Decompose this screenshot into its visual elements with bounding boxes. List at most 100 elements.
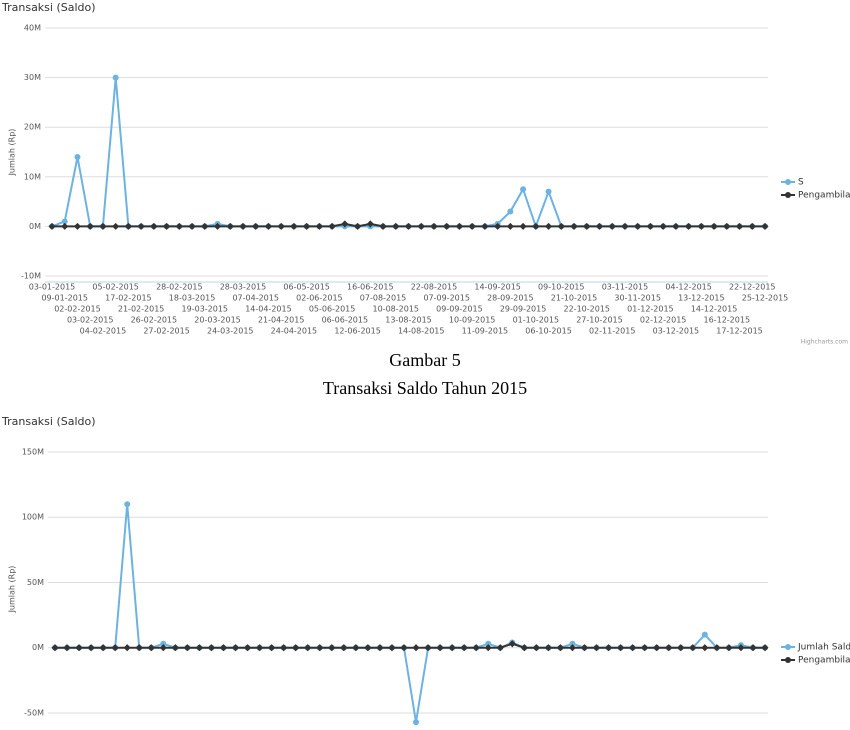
x-tick-label: 14-09-2015 [474,283,521,292]
data-point [124,501,131,508]
x-tick-label: 16-06-2015 [347,283,394,292]
data-point [392,222,400,230]
x-tick-label: 19-03-2015 [182,305,229,314]
data-point [506,222,514,230]
data-point [520,186,527,193]
series-line [51,77,765,230]
data-point [86,222,94,230]
chart-title: Transaksi (Saldo) [1,1,96,14]
x-tick-label: 17-02-2015 [105,294,152,303]
legend-marker [785,179,791,185]
x-tick-label: 12-06-2015 [334,327,381,336]
x-tick-label: 24-03-2015 [207,327,254,336]
data-point [159,644,167,652]
data-point [111,644,119,652]
x-tick-label: 28-09-2015 [487,294,534,303]
data-point [723,222,731,230]
data-point [460,644,468,652]
x-tick-label: 10-09-2015 [449,316,496,325]
data-point [61,222,69,230]
data-point [532,222,540,230]
data-point [545,188,552,195]
y-tick-label: 40M [24,24,41,33]
data-point [376,644,384,652]
x-tick-label: 06-06-2015 [322,316,369,325]
y-tick-label: 10M [24,172,41,181]
data-point [73,222,81,230]
data-point [226,222,234,230]
data-point [748,222,756,230]
data-point [280,644,288,652]
data-point [413,719,420,726]
y-tick-label: 20M [24,123,41,132]
data-point [277,222,285,230]
data-point [570,222,578,230]
x-tick-label: 07-04-2015 [232,294,279,303]
x-tick-label: 01-12-2015 [627,305,674,314]
data-point [761,222,769,230]
legend-label: Jumlah Saldo [797,643,850,653]
data-point [303,222,311,230]
data-point [201,222,209,230]
data-point [74,153,81,160]
x-tick-label: 17-12-2015 [716,327,763,336]
legend-marker [785,192,791,198]
data-point [75,644,83,652]
data-point [412,644,420,652]
data-point [617,644,625,652]
data-point [556,644,564,652]
x-tick-label: 28-02-2015 [156,283,203,292]
data-point [87,644,95,652]
y-tick-label: 50M [27,578,44,587]
x-tick-label: 09-10-2015 [538,283,585,292]
x-tick-label: 21-10-2015 [551,294,598,303]
data-point [424,644,432,652]
data-point [545,222,553,230]
data-point [150,222,158,230]
data-point [124,222,132,230]
data-point [496,644,504,652]
data-point [713,644,721,652]
y-axis-title: Jumlah (Rp) [8,129,17,177]
x-tick-label: 24-04-2015 [271,327,318,336]
x-tick-label: 22-12-2015 [729,283,776,292]
x-tick-label: 10-08-2015 [373,305,420,314]
data-point [99,644,107,652]
x-tick-label: 14-12-2015 [691,305,738,314]
data-point [485,640,492,647]
x-tick-label: 04-02-2015 [80,327,127,336]
x-tick-label: 18-03-2015 [169,294,216,303]
data-point [268,644,276,652]
data-point [448,644,456,652]
data-point [183,644,191,652]
data-point [605,644,613,652]
x-tick-label: 28-03-2015 [220,283,267,292]
y-tick-label: 150M [22,448,44,457]
x-tick-label: 05-06-2015 [309,305,356,314]
x-tick-label: 22-10-2015 [564,305,611,314]
y-tick-label: -50M [24,708,44,717]
data-point [188,222,196,230]
x-tick-label: 06-05-2015 [283,283,330,292]
data-point [595,222,604,230]
data-point [665,644,673,652]
data-point [364,644,372,652]
data-point [646,222,654,230]
data-point [328,222,336,230]
data-point [481,222,489,230]
data-point [749,644,757,652]
data-point [544,644,552,652]
data-point [725,644,733,652]
data-point [328,644,336,652]
data-point [137,222,145,230]
data-point [520,644,528,652]
data-point [436,644,444,652]
x-tick-label: 07-08-2015 [360,294,407,303]
data-point [400,644,408,652]
data-point [508,640,516,648]
data-point [112,74,119,81]
y-tick-label: 100M [22,513,44,522]
y-tick-label: 0M [29,222,41,231]
series-line [55,504,765,723]
data-point [653,644,661,652]
